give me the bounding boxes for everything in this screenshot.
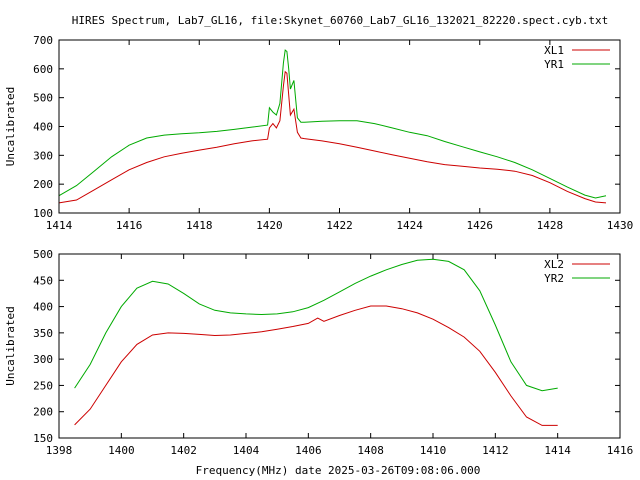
- legend-label-xl2: XL2: [544, 258, 564, 271]
- y-tick-label: 400: [33, 301, 53, 314]
- x-tick-label: 1416: [116, 219, 143, 232]
- x-tick-label: 1428: [537, 219, 564, 232]
- y-tick-label: 400: [33, 121, 53, 134]
- y-tick-label: 300: [33, 353, 53, 366]
- x-tick-label: 1412: [482, 444, 509, 457]
- series-line-yr1: [58, 49, 607, 199]
- y-tick-label: 600: [33, 63, 53, 76]
- plot-frame: [58, 39, 621, 214]
- x-tick-label: 1408: [357, 444, 384, 457]
- figure-title: HIRES Spectrum, Lab7_GL16, file:Skynet_6…: [72, 14, 608, 27]
- x-axis-label: Frequency(MHz) date 2025-03-26T09:08:06.…: [196, 464, 481, 477]
- x-tick-label: 1404: [233, 444, 260, 457]
- y-tick-label: 350: [33, 327, 53, 340]
- x-tick-label: 1418: [186, 219, 213, 232]
- x-tick-label: 1406: [295, 444, 322, 457]
- x-tick-label: 1430: [607, 219, 634, 232]
- y-tick-label: 200: [33, 178, 53, 191]
- series-line-yr2: [74, 258, 558, 392]
- plot-frame: [58, 253, 621, 439]
- x-tick-label: 1420: [256, 219, 283, 232]
- y-tick-label: 150: [33, 432, 53, 445]
- legend-label-yr1: YR1: [544, 58, 564, 71]
- y-axis-label: Uncalibrated: [4, 306, 17, 385]
- y-tick-label: 450: [33, 274, 53, 287]
- x-tick-label: 1402: [170, 444, 197, 457]
- y-tick-label: 500: [33, 248, 53, 261]
- top-spectrum-panel: 1414 1416 1418 1420 1422 1424 1426 1428 1430 100 2…: [4, 34, 633, 232]
- y-tick-label: 250: [33, 379, 53, 392]
- x-tick-label: 1416: [607, 444, 634, 457]
- x-tick-label: 1414: [46, 219, 73, 232]
- y-tick-label: 300: [33, 149, 53, 162]
- bottom-spectrum-panel: 1398 1400 1402 1404 1406 1408 1410 1412 1414 1416…: [4, 248, 633, 457]
- x-tick-label: 1426: [467, 219, 494, 232]
- x-tick-label: 1400: [108, 444, 135, 457]
- legend-label-yr2: YR2: [544, 272, 564, 285]
- series-line-xl2: [74, 305, 558, 426]
- y-tick-label: 200: [33, 406, 53, 419]
- x-tick-label: 1410: [420, 444, 447, 457]
- x-tick-label: 1398: [46, 444, 73, 457]
- x-tick-label: 1414: [544, 444, 571, 457]
- x-tick-label: 1424: [396, 219, 423, 232]
- y-axis-label: Uncalibrated: [4, 87, 17, 166]
- y-tick-label: 500: [33, 92, 53, 105]
- y-tick-label: 700: [33, 34, 53, 47]
- series-line-xl1: [58, 70, 607, 204]
- legend-label-xl1: XL1: [544, 44, 564, 57]
- y-tick-label: 100: [33, 207, 53, 220]
- x-tick-label: 1422: [326, 219, 353, 232]
